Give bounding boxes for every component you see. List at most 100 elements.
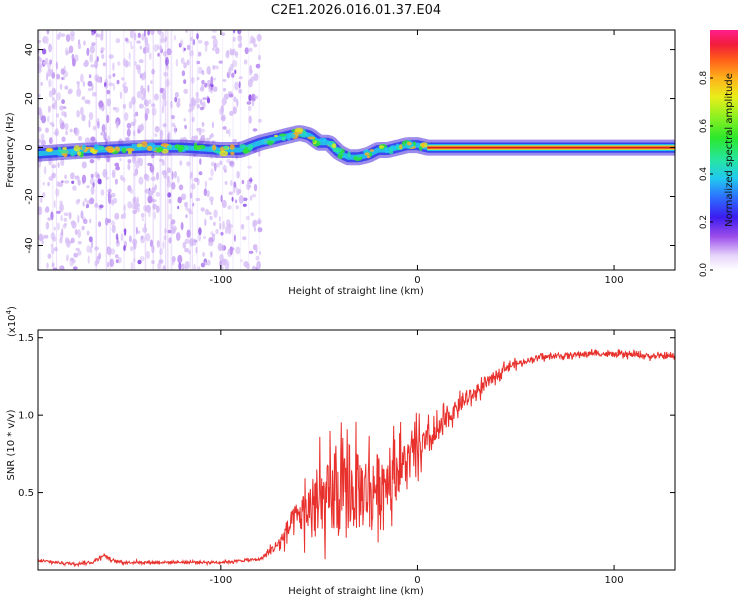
speckle-dot (177, 196, 182, 204)
speckle-dot (237, 30, 242, 35)
speckle-dot (145, 42, 150, 50)
speckle-dot (229, 160, 234, 166)
speckle-dot (235, 51, 239, 59)
speckle-dot (197, 266, 201, 270)
speckle-dot (43, 234, 49, 239)
speckle-dot (86, 230, 90, 236)
ridge-blob (337, 153, 344, 159)
speckle-dot (251, 265, 256, 270)
speckle-dot (195, 197, 201, 202)
speckle-dot (232, 59, 238, 68)
speckle-dot (52, 267, 58, 270)
speckle-dot (49, 137, 53, 145)
speckle-dot (124, 228, 127, 236)
speckle-dot (200, 207, 205, 212)
speckle-dot (49, 59, 52, 65)
speckle-dot (100, 30, 104, 37)
speckle-dot (208, 83, 212, 93)
speckle-dot (51, 123, 55, 127)
speckle-dot (170, 219, 176, 225)
speckle-dot (88, 74, 92, 79)
speckle-dot (184, 201, 188, 208)
speckle-dot (206, 65, 211, 75)
speckle-dot (210, 251, 213, 258)
speckle-dot (81, 225, 85, 231)
speckle-dot (223, 93, 229, 100)
speckle-dot (255, 244, 258, 254)
speckle-dot (107, 188, 112, 194)
speckle-dot (252, 128, 258, 132)
speckle-dot (219, 244, 225, 251)
speckle-dot (78, 39, 81, 45)
ridge-blob (121, 147, 127, 154)
speckle-dot (157, 262, 161, 270)
speckle-dot (170, 100, 173, 109)
ridge-blob (287, 133, 296, 139)
speckle-dot (38, 107, 42, 116)
speckle-dot (163, 72, 169, 77)
speckle-dot (218, 108, 224, 116)
speckle-dot (117, 61, 121, 66)
speckle-dot (188, 211, 193, 215)
speckle-dot (61, 136, 66, 142)
ridge-blob (131, 143, 137, 147)
speckle-dot (56, 33, 61, 40)
speckle-dot (83, 61, 88, 68)
speckle-dot (156, 171, 159, 181)
speckle-dot (147, 195, 153, 204)
speckle-dot (171, 171, 174, 180)
speckle-dot (153, 211, 156, 220)
speckle-dot (224, 181, 228, 185)
speckle-dot (38, 127, 42, 132)
speckle-dot (201, 121, 205, 127)
speckle-dot (251, 193, 257, 198)
ridge-blob (341, 155, 347, 159)
speckle-dot (60, 33, 66, 37)
speckle-dot (214, 65, 219, 70)
speckle-dot (149, 164, 155, 173)
speckle-dot (111, 220, 115, 227)
speckle-dot (133, 172, 137, 177)
speckle-dot (137, 259, 142, 265)
speckle-dot (214, 162, 217, 172)
speckle-dot (38, 235, 43, 241)
speckle-dot (168, 237, 172, 244)
speckle-dot (235, 199, 238, 204)
snr-ytick-label: 1.5 (18, 333, 34, 344)
speckle-dot (57, 162, 60, 168)
speckle-dot (150, 30, 155, 36)
speckle-dot (136, 203, 141, 208)
speckle-dot (248, 250, 254, 254)
speckle-dot (123, 204, 126, 212)
speckle-dot (134, 32, 137, 41)
speckle-dot (236, 98, 239, 108)
snr-frame (37, 329, 676, 571)
speckle-dot (184, 247, 189, 253)
speckle-dot (142, 226, 148, 233)
ridge-blob (347, 151, 351, 158)
speckle-dot (171, 256, 175, 266)
speckle-dot (159, 45, 163, 51)
speckle-dot (89, 53, 94, 63)
speckle-dot (141, 33, 145, 41)
speckle-dot (64, 122, 69, 131)
speckle-dot (206, 97, 211, 104)
speckle-dot (232, 30, 236, 34)
speckle-dot (236, 170, 240, 179)
speckle-dot (153, 44, 158, 53)
speckle-dot (42, 37, 45, 43)
speckle-dot (84, 198, 87, 202)
speckle-dot (76, 198, 81, 203)
speckle-dot (178, 262, 182, 270)
speckle-dot (86, 245, 91, 253)
speckle-dot (96, 56, 99, 63)
speckle-dot (180, 222, 184, 231)
speckle-dot (114, 162, 119, 167)
speckle-dot (209, 134, 212, 140)
speckle-dot (176, 175, 180, 184)
speckle-dot (199, 158, 202, 166)
speckle-dot (174, 125, 177, 135)
speckle-dot (94, 246, 100, 251)
speckle-dot (132, 209, 138, 214)
speckle-dot (76, 110, 80, 118)
